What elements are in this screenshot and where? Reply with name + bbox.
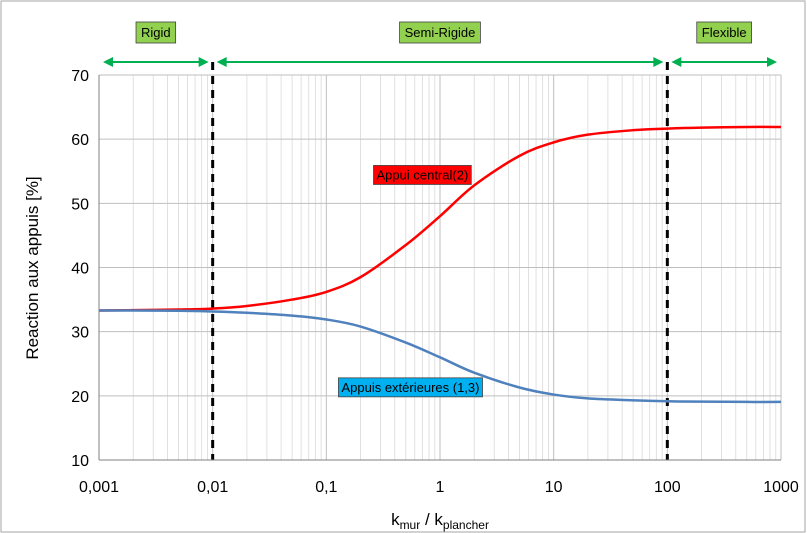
x-tick-label: 0,001 <box>79 479 119 496</box>
region-label-box <box>399 21 481 44</box>
y-tick-label: 10 <box>71 453 89 470</box>
region-arrowhead-right <box>653 57 664 67</box>
x-tick-label: 10 <box>545 479 563 496</box>
y-tick-label: 50 <box>71 196 89 213</box>
x-tick-label: 1 <box>436 479 445 496</box>
region-arrowhead-right <box>767 57 777 67</box>
region-arrowhead-left <box>103 57 113 67</box>
series-lines <box>98 125 782 404</box>
x-tick-label: 0,1 <box>315 479 337 496</box>
y-tick-label: 70 <box>71 68 89 85</box>
series-labels: Appui central(2) Appuis extérieures (1,3) <box>338 165 483 398</box>
series-label-box <box>338 377 483 398</box>
y-tick-label: 40 <box>71 261 89 278</box>
y-tick-label: 60 <box>71 132 89 149</box>
region-arrowhead-right <box>198 57 209 67</box>
region-arrowhead-left <box>671 57 682 67</box>
series-label-box <box>373 165 472 185</box>
region-label-box <box>135 21 177 44</box>
region-annotations: Rigid Semi-Rigide Flexible <box>103 21 777 67</box>
series-label-text: Appuis extérieures (1,3) <box>341 380 479 395</box>
axes: 0,001 0,01 0,1 1 10 100 1000 10 20 30 40 50 60 70 <box>71 68 799 496</box>
region-label-text: Rigid <box>141 25 171 40</box>
region-label-text: Semi-Rigide <box>405 25 476 40</box>
series-label-text: Appui central(2) <box>377 167 469 182</box>
x-tick-label: 100 <box>654 479 681 496</box>
series-line-exterior <box>98 309 782 404</box>
y-tick-label: 30 <box>71 325 89 342</box>
region-dividers <box>211 62 669 460</box>
x-axis-title: kmur / kplancher <box>391 510 489 532</box>
region-label-text: Flexible <box>702 25 747 40</box>
series-line-central <box>98 125 782 312</box>
x-tick-label: 0,01 <box>197 479 228 496</box>
y-tick-label: 20 <box>71 389 89 406</box>
x-tick-label: 1000 <box>763 479 799 496</box>
y-axis-title: Reaction aux appuis [%] <box>23 176 42 359</box>
region-arrowhead-left <box>216 57 227 67</box>
region-label-box <box>696 21 752 44</box>
